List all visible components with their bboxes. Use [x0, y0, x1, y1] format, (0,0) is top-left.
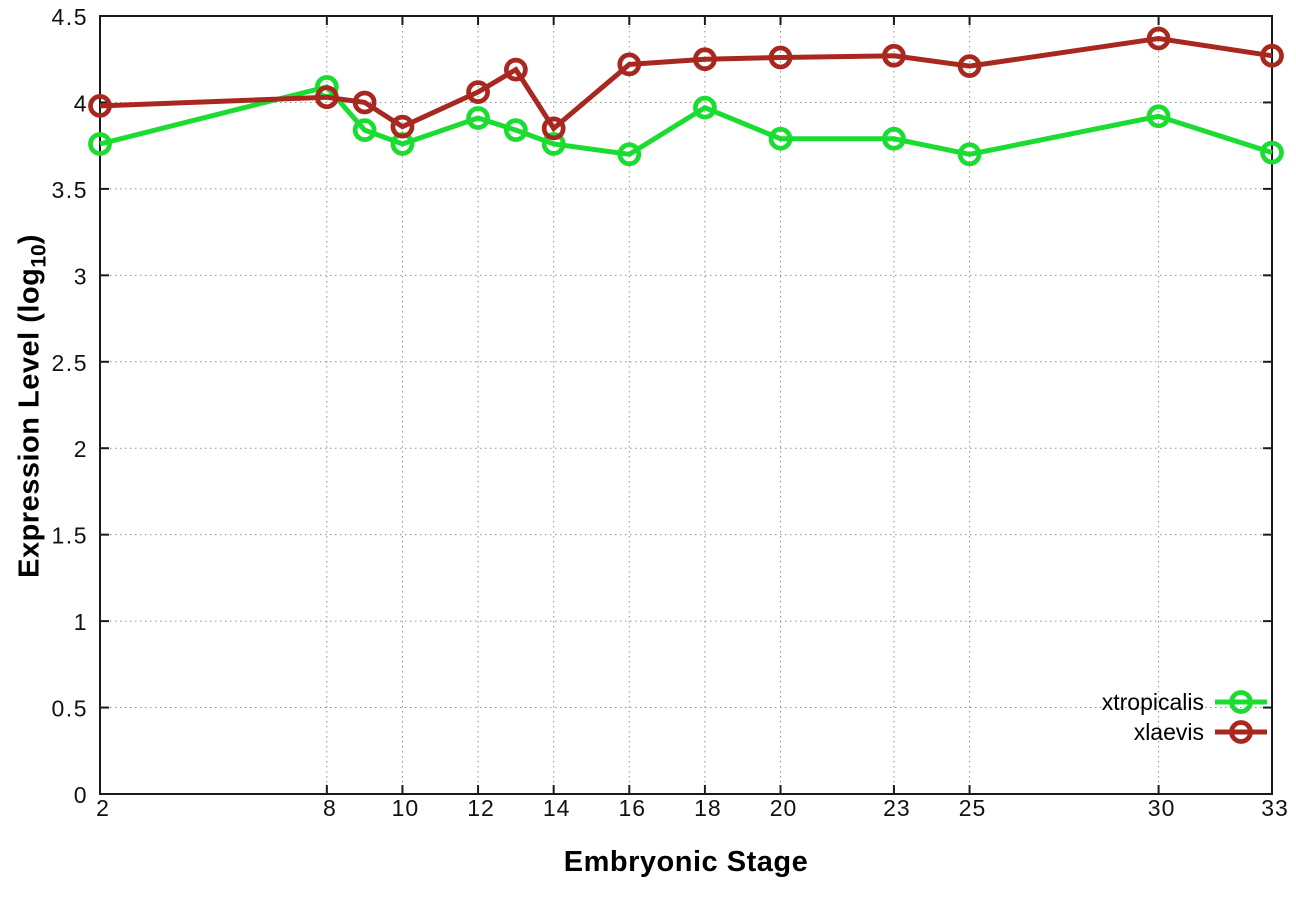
y-tick-label: 1	[74, 609, 88, 635]
data-point-xtropicalis-stage-20	[768, 126, 793, 151]
data-point-xtropicalis-stage-9	[352, 118, 377, 142]
data-point-xtropicalis-stage-16	[617, 142, 642, 167]
data-point-xlaevis-stage-12	[466, 80, 490, 104]
x-tick-label: 18	[694, 795, 722, 821]
y-tick-label: 0.5	[52, 696, 88, 722]
y-tick-label: 0	[74, 782, 88, 808]
x-tick-label: 16	[618, 795, 646, 821]
series-line-xlaevis	[99, 35, 1273, 133]
data-point-xtropicalis-stage-13	[503, 118, 528, 142]
legend-entry-xtropicalis: xtropicalis	[1102, 687, 1268, 717]
data-point-xlaevis-stage-10	[390, 114, 415, 139]
y-tick-label: 3.5	[52, 177, 88, 203]
data-point-xtropicalis-stage-23	[882, 126, 906, 151]
data-point-xlaevis-stage-16	[617, 52, 642, 77]
series-line-xtropicalis	[99, 84, 1273, 157]
data-point-xtropicalis-stage-30	[1146, 104, 1171, 129]
legend-marker-xlaevis	[1215, 720, 1267, 744]
data-point-xtropicalis-stage-12	[466, 106, 490, 130]
data-point-xtropicalis-stage-18	[693, 95, 717, 120]
data-point-xtropicalis-stage-14	[541, 132, 566, 156]
data-point-xlaevis-stage-30	[1146, 26, 1171, 51]
data-point-xtropicalis-stage-25	[957, 142, 982, 167]
y-axis-title-text: Expression Level (log	[13, 267, 46, 578]
data-point-xlaevis-stage-14	[541, 116, 566, 141]
legend-point-sample	[1229, 690, 1253, 714]
data-point-xlaevis-stage-18	[693, 47, 717, 72]
y-tick-label: 4	[74, 90, 88, 116]
x-tick-label: 14	[543, 795, 571, 821]
data-point-xlaevis-stage-23	[882, 43, 906, 68]
y-axis-title: Expression Level (log10)	[13, 234, 51, 578]
data-point-xlaevis-stage-8	[314, 85, 339, 110]
x-axis-title: Embryonic Stage	[563, 846, 809, 878]
x-tick-label: 12	[467, 795, 495, 821]
x-tick-label: 30	[1148, 795, 1176, 821]
y-tick-label: 3	[74, 263, 88, 289]
legend-entry-xlaevis: xlaevis	[1102, 717, 1268, 747]
x-tick-label: 25	[959, 795, 987, 821]
x-tick-label: 2	[96, 795, 110, 821]
data-point-xlaevis-stage-13	[503, 57, 528, 82]
data-point-xtropicalis-stage-2	[88, 132, 112, 156]
x-tick-label: 20	[770, 795, 798, 821]
legend-point-sample	[1229, 720, 1253, 744]
y-axis-title-subscript: 10	[27, 244, 51, 268]
x-tick-label: 23	[883, 795, 911, 821]
data-point-xtropicalis-stage-33	[1260, 140, 1284, 165]
y-axis-title-close: )	[13, 234, 46, 245]
data-point-xlaevis-stage-33	[1260, 43, 1284, 68]
data-point-xlaevis-stage-2	[88, 94, 112, 118]
y-tick-label: 2.5	[52, 350, 88, 376]
y-tick-label: 1.5	[52, 523, 88, 549]
y-tick-label: 2	[74, 436, 88, 462]
legend: xtropicalis xlaevis	[1102, 687, 1268, 747]
x-tick-label: 33	[1261, 795, 1289, 821]
y-tick-label: 4.5	[52, 4, 88, 30]
data-point-xlaevis-stage-25	[957, 54, 982, 79]
data-point-xlaevis-stage-9	[352, 90, 377, 115]
legend-label-xtropicalis: xtropicalis	[1101, 688, 1204, 715]
plot-border	[99, 15, 1273, 795]
data-point-xlaevis-stage-20	[768, 45, 793, 70]
x-tick-label: 8	[323, 795, 337, 821]
legend-marker-xtropicalis	[1215, 690, 1267, 714]
legend-label-xlaevis: xlaevis	[1133, 718, 1204, 745]
x-tick-label: 10	[392, 795, 420, 821]
